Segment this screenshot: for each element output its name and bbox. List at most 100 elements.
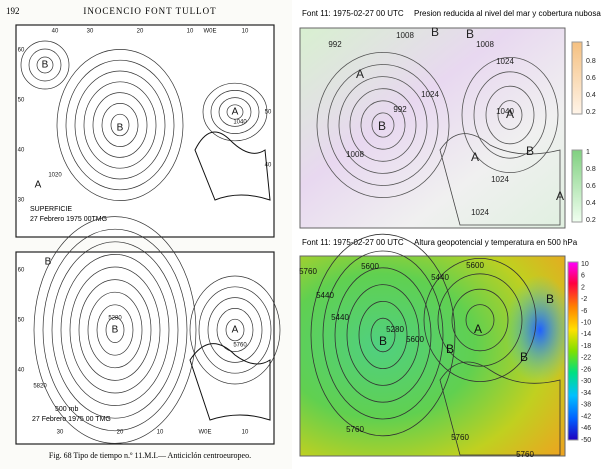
map-date: 27 Febrero 1975 00TMG bbox=[30, 216, 107, 223]
contour-label: 20 bbox=[137, 29, 144, 35]
contour bbox=[189, 275, 281, 385]
contour bbox=[101, 103, 139, 147]
contour bbox=[322, 250, 444, 420]
panel-subtitle: Presion reducida al nivel del mar y cobe… bbox=[414, 9, 601, 18]
contour bbox=[207, 297, 263, 363]
colorbar-tick-label: 0.6 bbox=[586, 75, 596, 82]
pressure-center: A bbox=[506, 107, 514, 121]
contour-label: 5760 bbox=[233, 343, 247, 349]
colorbar-tick-label: 1 bbox=[586, 41, 590, 48]
colorbar-tick-label: 0.4 bbox=[586, 92, 596, 99]
colorbar-tick-label: 10 bbox=[581, 261, 589, 268]
contour-label: 50 bbox=[18, 318, 25, 324]
contour bbox=[334, 267, 432, 403]
contour-label: 1024 bbox=[471, 208, 489, 217]
colorbar-lower bbox=[571, 149, 583, 223]
contour-label: 5820 bbox=[33, 384, 47, 390]
contour-label: 992 bbox=[393, 105, 407, 114]
pressure-center: A bbox=[35, 180, 42, 191]
contour-label: 1024 bbox=[491, 175, 509, 184]
contour-label: W0E bbox=[203, 29, 216, 35]
contour bbox=[349, 88, 417, 162]
map-title: SUPERFICIE bbox=[30, 206, 72, 213]
contour-label: 1024 bbox=[421, 90, 439, 99]
colorbar-tick-label: -2 bbox=[581, 296, 587, 303]
contour bbox=[36, 56, 54, 74]
colorbar-tick-label: -22 bbox=[581, 355, 591, 362]
contour bbox=[198, 286, 272, 374]
panel-subtitle: Altura geopotencial y temperatura en 500… bbox=[414, 238, 578, 247]
pressure-center: B bbox=[378, 119, 386, 133]
contour bbox=[96, 304, 134, 356]
contour-label: 10 bbox=[242, 29, 249, 35]
contour-label: 30 bbox=[87, 29, 94, 35]
colorbar-tick-label: 0.8 bbox=[586, 58, 596, 65]
colorbar-tick-label: -26 bbox=[581, 366, 591, 373]
pressure-map bbox=[299, 27, 566, 229]
contour-label: 5440 bbox=[316, 291, 334, 300]
contour-label: 1040 bbox=[233, 120, 247, 126]
contour bbox=[497, 100, 523, 130]
pressure-center: B bbox=[520, 350, 528, 364]
colorbar-tick-label: 0.8 bbox=[586, 166, 596, 173]
contour-label: 1008 bbox=[346, 150, 364, 159]
contour-label: 5760 bbox=[451, 433, 469, 442]
contour bbox=[210, 90, 260, 134]
contour-label: 60 bbox=[18, 48, 25, 54]
pressure-center: A bbox=[556, 189, 564, 203]
pressure-center: B bbox=[45, 257, 52, 268]
colorbar-tick-label: -50 bbox=[581, 437, 591, 444]
coastline bbox=[189, 343, 271, 421]
contour bbox=[92, 92, 148, 158]
contour-label: 5280 bbox=[386, 325, 404, 334]
coastline bbox=[439, 133, 561, 226]
pressure-center: B bbox=[379, 334, 387, 348]
page-header: INOCENCIO FONT TULLOT bbox=[83, 6, 216, 16]
contour bbox=[226, 104, 244, 120]
contour bbox=[423, 257, 537, 382]
contour-label: 10 bbox=[242, 430, 249, 436]
contour-label: 20 bbox=[117, 430, 124, 436]
contour bbox=[461, 57, 559, 173]
contour-label: 5760 bbox=[346, 425, 364, 434]
coastline bbox=[194, 131, 271, 201]
contour bbox=[360, 100, 406, 150]
contour bbox=[358, 300, 408, 369]
contour bbox=[216, 308, 254, 352]
cold-core bbox=[505, 275, 575, 385]
book-scan bbox=[0, 0, 292, 469]
colorbar-tick-label: 0.2 bbox=[586, 109, 596, 116]
contour bbox=[83, 81, 157, 169]
colorbar-tick-label: 2 bbox=[581, 284, 585, 291]
contour-label: 1008 bbox=[476, 40, 494, 49]
contour-label: 5440 bbox=[331, 313, 349, 322]
contour bbox=[110, 113, 130, 137]
contour bbox=[20, 40, 70, 90]
colorbar-tick-label: -30 bbox=[581, 378, 591, 385]
contour bbox=[51, 241, 179, 419]
pressure-center: A bbox=[356, 67, 364, 81]
map-date: 27 Febrero 1975 00 TMG bbox=[32, 416, 111, 423]
pressure-center: A bbox=[232, 325, 239, 336]
colorbar-tick-label: -34 bbox=[581, 390, 591, 397]
pressure-center: B bbox=[431, 25, 439, 39]
colorbar-tick-label: -18 bbox=[581, 343, 591, 350]
colorbar-upper bbox=[571, 41, 583, 115]
contour bbox=[473, 71, 547, 159]
contour-label: 5760 bbox=[516, 450, 534, 459]
caption: Fig. 68 Tipo de tiempo n.º 11.M.I.— Anti… bbox=[49, 451, 251, 460]
contour bbox=[327, 64, 439, 186]
contour bbox=[65, 59, 175, 191]
contour bbox=[69, 266, 161, 394]
contour bbox=[310, 233, 456, 437]
pressure-center: B bbox=[546, 292, 554, 306]
contour-label: 5600 bbox=[361, 262, 379, 271]
colorbar-tick-label: -38 bbox=[581, 402, 591, 409]
contour-label: 40 bbox=[18, 148, 25, 154]
contour-label: W0E bbox=[198, 430, 211, 436]
contour bbox=[346, 284, 420, 386]
colorbar-tick-label: 1 bbox=[586, 149, 590, 156]
contour bbox=[485, 85, 535, 145]
contour bbox=[371, 112, 395, 138]
